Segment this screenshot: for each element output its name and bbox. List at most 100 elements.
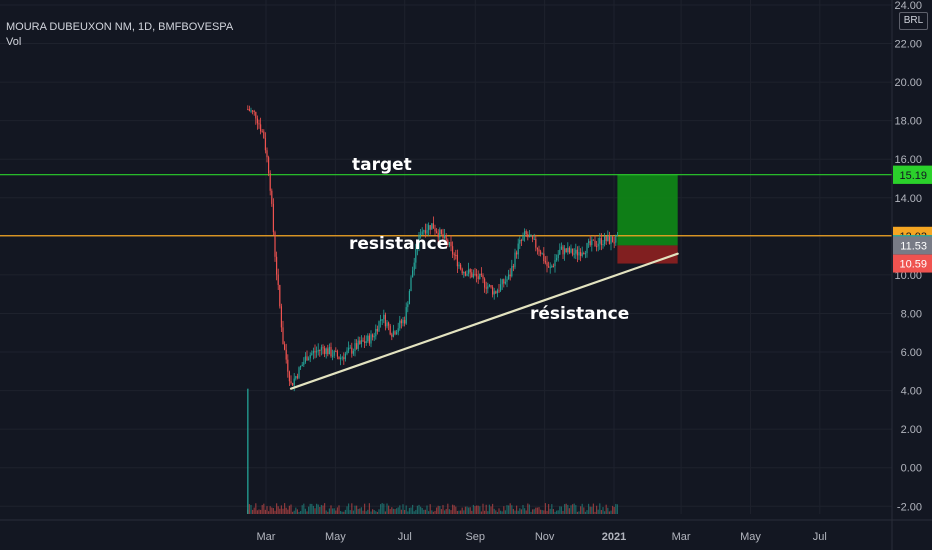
candle-body [421, 231, 423, 235]
candle-body [336, 351, 339, 357]
y-tick-label: 24.00 [894, 0, 922, 12]
candle-body [293, 378, 295, 386]
volume-bar [405, 505, 407, 514]
candle-body [524, 231, 526, 237]
candle-body [298, 367, 300, 378]
volume-bar [303, 503, 305, 514]
candle-body [458, 264, 460, 267]
volume-bar [383, 503, 385, 514]
volume-bar [540, 509, 542, 514]
candle-body [514, 252, 516, 268]
candle-body [269, 173, 271, 191]
volume-bar [290, 504, 292, 514]
volume-bar [292, 511, 294, 514]
volume-bar [295, 507, 297, 514]
volume-bar [328, 508, 331, 514]
candle-body [570, 248, 572, 253]
candle-body [404, 319, 406, 324]
candle-body [268, 157, 270, 174]
candle-body [480, 273, 483, 276]
volume-bar [394, 509, 396, 514]
candle-body [304, 356, 307, 363]
volume-bar [264, 509, 267, 514]
volume-bar [490, 506, 492, 514]
candle-body [288, 371, 291, 382]
volume-bar [373, 510, 375, 514]
volume-bar [348, 503, 350, 514]
candle-body [431, 223, 433, 230]
candle-body [308, 358, 310, 361]
x-tick-label: Jul [398, 531, 412, 543]
volume-bar [500, 510, 502, 514]
volume-bar [512, 508, 515, 514]
volume-bar [300, 511, 302, 514]
volume-bar [604, 511, 606, 514]
candle-body [420, 234, 422, 236]
volume-indicator-label[interactable]: Vol [6, 36, 22, 48]
volume-bar [428, 511, 430, 514]
candle-body [551, 265, 553, 268]
volume-bar [301, 505, 303, 514]
candle-body [567, 247, 569, 253]
candle-body [423, 230, 425, 232]
candle-body [604, 236, 606, 244]
candle-body [325, 348, 327, 354]
volume-bar [306, 511, 308, 514]
volume-bar [418, 504, 420, 514]
volume-bar [530, 511, 532, 514]
volume-bar [444, 510, 446, 514]
volume-bar [588, 503, 590, 514]
candle-body [616, 235, 619, 237]
trendline-layer [289, 252, 679, 390]
candle-body [405, 307, 407, 324]
volume-bar [479, 506, 481, 514]
volume-bar [381, 503, 383, 514]
candle-body [434, 228, 436, 232]
volume-bar [580, 506, 582, 514]
candle-body [512, 266, 515, 268]
candle-body [506, 279, 508, 282]
candle-body [575, 249, 577, 254]
volume-bar [440, 509, 443, 514]
candle-body [516, 252, 518, 255]
volume-bar [488, 504, 491, 514]
profit-target-zone [617, 174, 678, 246]
volume-bar [317, 504, 319, 514]
candle-body [391, 334, 393, 337]
candle-body [258, 123, 260, 125]
volume-bar [269, 506, 271, 514]
volume-bar [277, 506, 279, 514]
volume-bar [476, 505, 478, 514]
candle-body [495, 291, 497, 294]
volume-bar [596, 505, 598, 514]
candle-body [468, 269, 470, 274]
volume-bar [256, 510, 259, 514]
volume-bar [322, 505, 324, 514]
currency-button[interactable]: BRL [899, 12, 928, 30]
volume-bar [320, 504, 323, 514]
candle-body [578, 252, 580, 256]
volume-bar [338, 505, 340, 514]
volume-bar [464, 506, 467, 514]
candle-body [367, 335, 369, 342]
volume-bar [367, 509, 369, 514]
candle-body [573, 253, 575, 255]
volume-bar [447, 503, 449, 514]
candle-body [600, 238, 603, 246]
volume-bar [541, 510, 543, 514]
volume-bar [415, 509, 417, 514]
candle-body [498, 290, 500, 292]
volume-bar [527, 503, 529, 514]
candle-body [284, 344, 286, 350]
candle-body [380, 319, 382, 322]
volume-bar [316, 503, 318, 514]
volume-bar [284, 503, 286, 514]
candle-body [484, 278, 486, 288]
candle-body [615, 235, 617, 243]
volume-bar [332, 508, 334, 514]
volume-bar [421, 507, 423, 514]
volume-bar [445, 508, 447, 514]
candle-body [493, 291, 495, 295]
candle-body [445, 235, 447, 241]
